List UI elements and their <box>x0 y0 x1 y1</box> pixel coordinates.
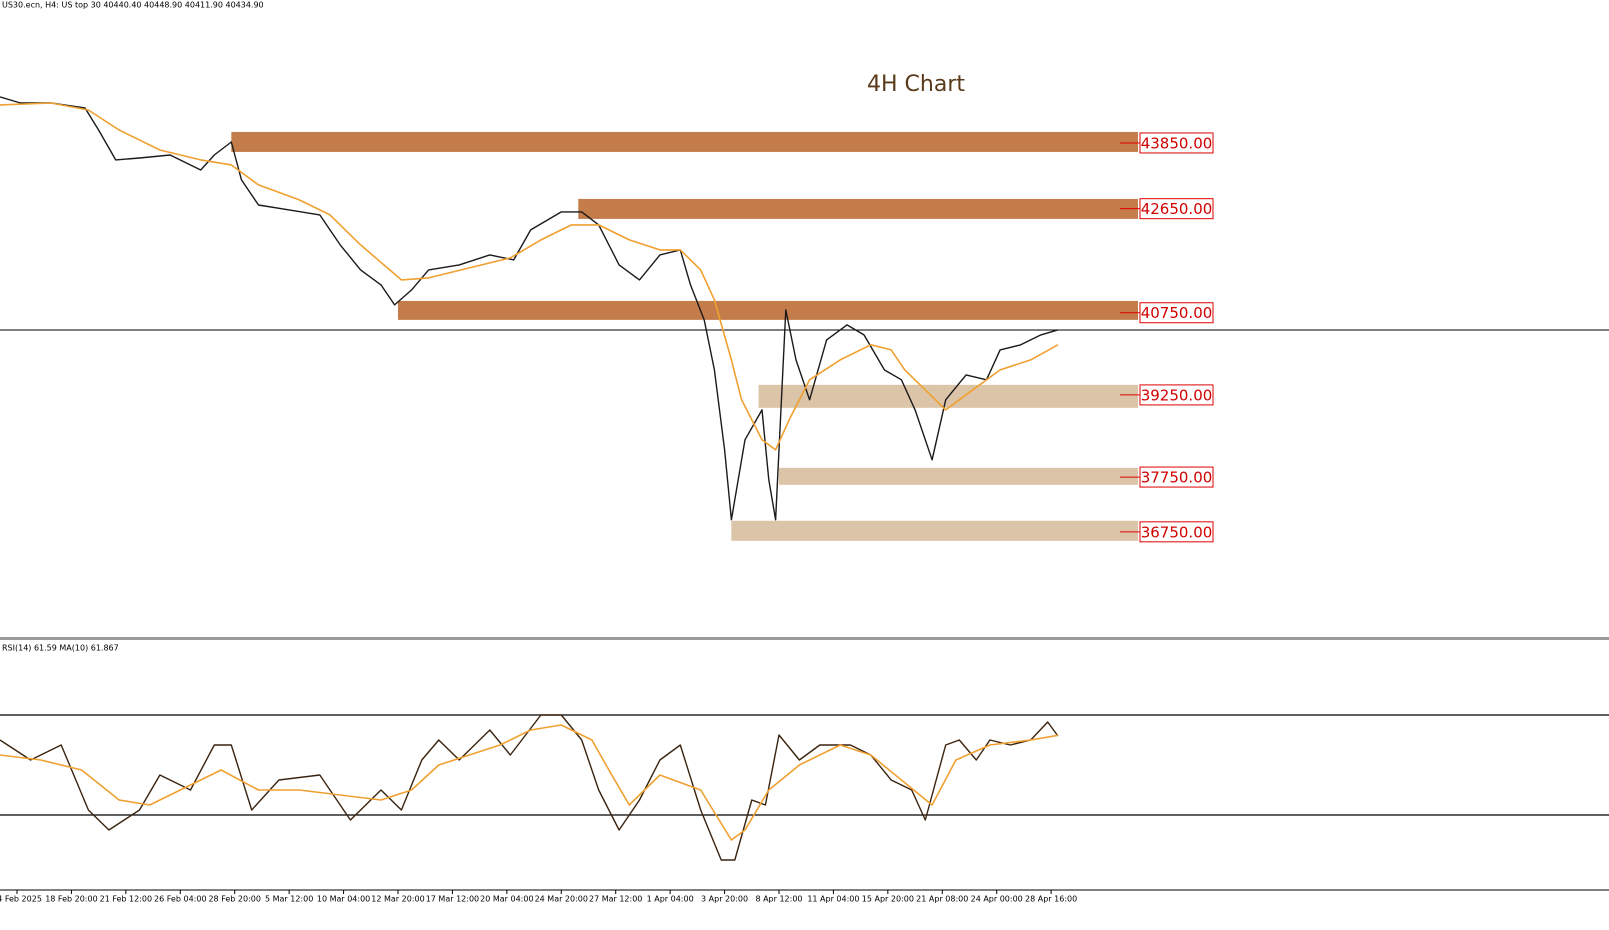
level-label: 43850.00 <box>1141 134 1213 152</box>
series-line <box>0 724 1059 841</box>
series-line <box>0 96 1059 521</box>
x-tick-label: 5 Mar 12:00 <box>265 895 313 904</box>
level-label: 42650.00 <box>1141 200 1213 218</box>
x-tick-label: 18 Feb 20:00 <box>45 895 97 904</box>
sr-zone <box>231 131 1139 152</box>
x-tick-label: 1 Apr 04:00 <box>647 895 694 904</box>
level-label: 39250.00 <box>1141 386 1213 404</box>
sr-zone <box>731 520 1138 541</box>
x-tick-label: 24 Mar 20:00 <box>535 895 588 904</box>
sr-zone <box>778 467 1138 485</box>
chart-title: 4H Chart <box>867 72 965 97</box>
x-tick-label: 27 Mar 12:00 <box>589 895 642 904</box>
x-tick-label: 21 Feb 12:00 <box>100 895 152 904</box>
x-tick-label: 11 Apr 04:00 <box>807 895 859 904</box>
level-label: 37750.00 <box>1141 469 1213 487</box>
sr-zone <box>397 300 1138 320</box>
level-label-box <box>1139 521 1214 543</box>
level-label-box <box>1139 198 1214 220</box>
level-label: 36750.00 <box>1141 523 1213 541</box>
series-line <box>0 102 1059 451</box>
symbol-header: US30.ecn, H4: US top 30 40440.40 40448.9… <box>2 1 264 10</box>
x-tick-label: 24 Apr 00:00 <box>971 895 1023 904</box>
level-label-box <box>1139 384 1214 406</box>
x-tick-label: 10 Mar 04:00 <box>317 895 370 904</box>
level-label: 40750.00 <box>1141 304 1213 322</box>
x-tick-label: 12 Mar 20:00 <box>371 895 424 904</box>
level-label-box <box>1139 302 1214 324</box>
x-tick-label: 20 Mar 04:00 <box>480 895 533 904</box>
level-label-box <box>1139 132 1214 154</box>
x-tick-label: 17 Mar 12:00 <box>426 895 479 904</box>
x-tick-label: 26 Feb 04:00 <box>154 895 206 904</box>
x-tick-label: 28 Apr 16:00 <box>1025 895 1077 904</box>
x-tick-label: 8 Apr 12:00 <box>755 895 802 904</box>
x-tick-label: 14 Feb 2025 <box>0 895 42 904</box>
x-tick-label: 3 Apr 20:00 <box>701 895 748 904</box>
panel-separator <box>0 637 1609 640</box>
level-label-box <box>1139 466 1214 488</box>
rsi-label: RSI(14) 61.59 MA(10) 61.867 <box>2 644 119 653</box>
x-tick-label: 21 Apr 08:00 <box>916 895 968 904</box>
series-line <box>0 714 1059 861</box>
sr-zone <box>578 198 1138 219</box>
x-tick-label: 15 Apr 20:00 <box>862 895 914 904</box>
x-tick-label: 28 Feb 20:00 <box>208 895 260 904</box>
